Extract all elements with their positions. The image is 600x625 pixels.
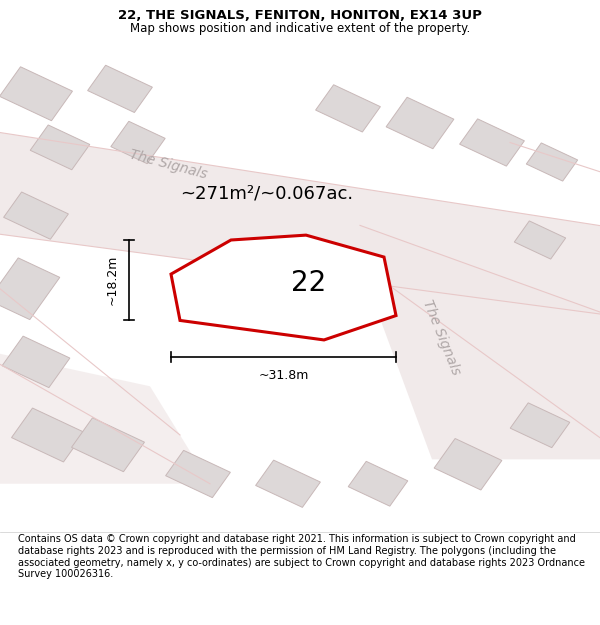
Polygon shape	[30, 125, 90, 170]
Text: ~18.2m: ~18.2m	[105, 255, 118, 306]
Polygon shape	[434, 439, 502, 490]
Text: The Signals: The Signals	[128, 148, 208, 181]
Polygon shape	[0, 128, 600, 318]
Polygon shape	[71, 418, 145, 472]
Polygon shape	[0, 348, 210, 484]
Text: 22, THE SIGNALS, FENITON, HONITON, EX14 3UP: 22, THE SIGNALS, FENITON, HONITON, EX14 …	[118, 9, 482, 22]
Polygon shape	[171, 235, 396, 340]
Polygon shape	[348, 461, 408, 506]
Polygon shape	[166, 451, 230, 498]
Polygon shape	[88, 65, 152, 112]
Polygon shape	[316, 85, 380, 132]
Text: The Signals: The Signals	[419, 298, 463, 377]
Polygon shape	[4, 192, 68, 239]
Polygon shape	[0, 258, 60, 319]
Polygon shape	[360, 226, 600, 459]
Polygon shape	[218, 253, 298, 315]
Polygon shape	[2, 336, 70, 388]
Polygon shape	[256, 460, 320, 508]
Polygon shape	[11, 408, 85, 462]
Polygon shape	[510, 403, 570, 448]
Polygon shape	[0, 67, 73, 121]
Text: ~31.8m: ~31.8m	[259, 369, 308, 382]
Polygon shape	[526, 143, 578, 181]
Polygon shape	[111, 121, 165, 164]
Text: Map shows position and indicative extent of the property.: Map shows position and indicative extent…	[130, 22, 470, 35]
Text: 22: 22	[291, 269, 326, 297]
Text: ~271m²/~0.067ac.: ~271m²/~0.067ac.	[180, 185, 353, 202]
Polygon shape	[514, 221, 566, 259]
Text: Contains OS data © Crown copyright and database right 2021. This information is : Contains OS data © Crown copyright and d…	[18, 534, 585, 579]
Polygon shape	[386, 98, 454, 149]
Polygon shape	[460, 119, 524, 166]
